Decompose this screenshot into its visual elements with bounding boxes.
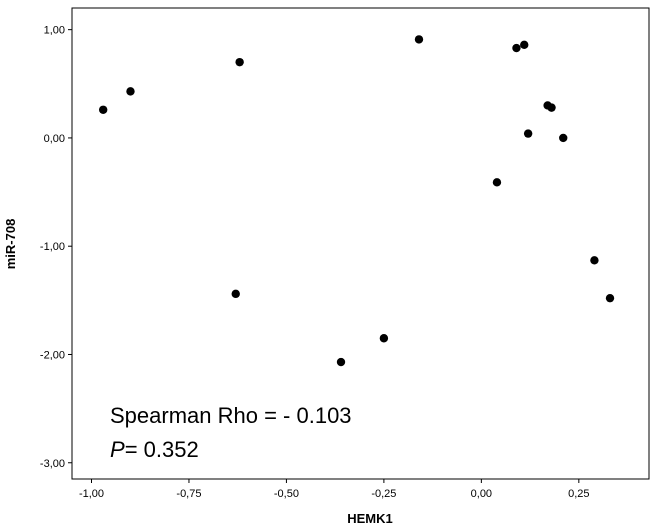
data-points — [98, 35, 615, 367]
x-tick-label: -0,25 — [371, 488, 396, 500]
data-point — [520, 40, 529, 50]
data-point — [523, 129, 533, 138]
data-point — [492, 178, 502, 187]
annotation-p-number: = 0.352 — [125, 437, 199, 462]
data-point — [235, 57, 244, 67]
data-point — [512, 43, 521, 53]
y-tick-label: -2,00 — [40, 349, 65, 361]
annotation-p-value: P= 0.352 — [110, 437, 199, 462]
x-tick-label: -1,00 — [79, 488, 104, 500]
x-tick-label: -0,50 — [274, 488, 299, 500]
data-point — [336, 357, 346, 367]
data-point — [547, 103, 556, 112]
data-point — [379, 334, 389, 343]
x-tick-label: 0,00 — [471, 488, 492, 500]
y-tick-label: 1,00 — [44, 25, 65, 37]
y-tick-label: -3,00 — [40, 458, 65, 470]
data-point — [559, 133, 568, 143]
data-point — [126, 87, 135, 96]
y-axis: 1,00 0,00 -1,00 -2,00 -3,00 — [40, 25, 72, 470]
x-axis-title: HEMK1 — [347, 511, 393, 526]
x-axis: -1,00 -0,75 -0,50 -0,25 0,00 0,25 — [79, 479, 590, 500]
y-tick-label: -1,00 — [40, 241, 65, 253]
x-tick-label: 0,25 — [568, 488, 589, 500]
y-axis-title: miR-708 — [3, 219, 18, 270]
annotation-rho: Spearman Rho = - 0.103 — [110, 403, 352, 428]
data-point — [590, 256, 599, 265]
y-tick-label: 0,00 — [44, 133, 65, 145]
data-point — [414, 35, 424, 44]
plot-area — [71, 7, 650, 480]
x-tick-label: -0,75 — [176, 488, 201, 500]
data-point — [231, 289, 240, 299]
annotation-p-label: P — [110, 437, 125, 462]
data-point — [98, 105, 108, 114]
data-point — [605, 293, 615, 303]
